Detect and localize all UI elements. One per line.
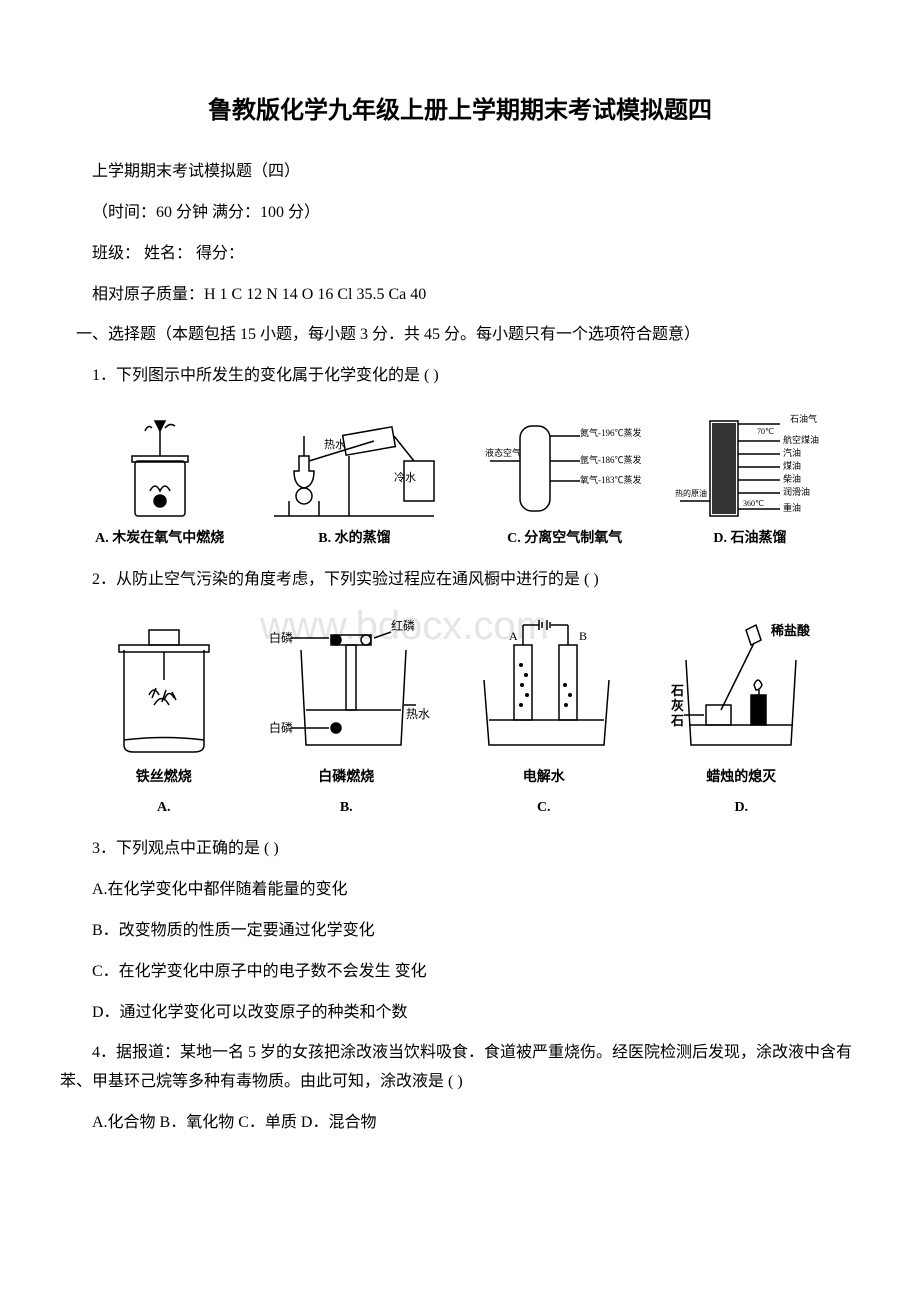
phosphorus-burn-icon: 白磷 红磷 白磷 热水 — [261, 610, 431, 760]
q2-fig-b-label: 白磷燃烧 — [318, 765, 374, 790]
q1-figures: A. 木炭在氧气中燃烧 热水 冷水 B. 水的蒸馏 — [60, 406, 860, 551]
q3-opt-c: C．在化学变化中原子中的电子数不会发生 变化 — [60, 958, 860, 987]
question-4: 4．据报道：某地一名 5 岁的女孩把涂改液当饮料吸食．食道被严重烧伤。经医院检测… — [60, 1039, 860, 1097]
svg-text:热水: 热水 — [406, 707, 430, 721]
svg-text:冷水: 冷水 — [394, 471, 416, 484]
subtitle: 上学期期末考试模拟题（四） — [60, 158, 860, 187]
svg-text:B: B — [579, 629, 587, 643]
q2-fig-d-label: 蜡烛的熄灭 — [706, 765, 776, 790]
q1-fig-c: 氮气-196℃蒸发 氩气-186℃蒸发 氧气-183℃蒸发 液态空气 C. 分离… — [485, 406, 645, 551]
electrolysis-icon: A B — [459, 610, 629, 760]
q4-opts: A.化合物 B．氧化物 C．单质 D．混合物 — [60, 1109, 860, 1138]
svg-text:汽油: 汽油 — [783, 447, 801, 458]
svg-text:热水: 热水 — [324, 438, 346, 451]
distillation-icon: 热水 冷水 — [254, 406, 454, 521]
q1-fig-a-label: A. 木炭在氧气中燃烧 — [95, 526, 224, 551]
svg-text:氩气-186℃蒸发: 氩气-186℃蒸发 — [580, 454, 642, 465]
question-2: 2．从防止空气污染的角度考虑，下列实验过程应在通风橱中进行的是 ( ) — [60, 566, 860, 595]
svg-text:煤油: 煤油 — [783, 460, 801, 471]
q3-opt-a: A.在化学变化中都伴随着能量的变化 — [60, 876, 860, 905]
svg-text:石油气: 石油气 — [790, 413, 817, 424]
q2-fig-a-sub: A. — [157, 795, 171, 820]
svg-text:热的原油: 热的原油 — [675, 488, 707, 498]
q2-fig-a-label: 铁丝燃烧 — [136, 765, 192, 790]
svg-text:稀盐酸: 稀盐酸 — [771, 623, 811, 638]
q2-fig-d: 稀盐酸 石 灰 石 蜡烛的熄灭 D. — [656, 610, 826, 820]
q1-fig-c-label: C. 分离空气制氧气 — [507, 526, 622, 551]
svg-text:润滑油: 润滑油 — [783, 486, 810, 497]
svg-text:70℃: 70℃ — [757, 427, 774, 436]
q3-opt-b: B．改变物质的性质一定要通过化学变化 — [60, 917, 860, 946]
q2-fig-b: 白磷 红磷 白磷 热水 白磷燃烧 B. — [261, 610, 431, 820]
question-3: 3．下列观点中正确的是 ( ) — [60, 835, 860, 864]
q2-fig-c-sub: C. — [537, 795, 551, 820]
svg-text:360℃: 360℃ — [743, 499, 764, 508]
q2-figures: www.bdocx.com 铁丝燃烧 A. — [60, 610, 860, 820]
svg-text:重油: 重油 — [783, 502, 801, 513]
q1-fig-b-label: B. 水的蒸馏 — [318, 526, 390, 551]
svg-text:白磷: 白磷 — [269, 630, 293, 645]
q2-fig-c: A B 电解水 C. — [459, 610, 629, 820]
svg-text:灰: 灰 — [671, 698, 684, 713]
svg-text:航空煤油: 航空煤油 — [783, 434, 819, 445]
candle-extinguish-icon: 稀盐酸 石 灰 石 — [656, 610, 826, 760]
q2-fig-c-label: 电解水 — [523, 765, 565, 790]
svg-text:红磷: 红磷 — [391, 618, 415, 633]
svg-text:A: A — [509, 629, 518, 643]
svg-text:氧气-183℃蒸发: 氧气-183℃蒸发 — [580, 474, 642, 485]
q3-opt-d: D．通过化学变化可以改变原子的种类和个数 — [60, 999, 860, 1028]
iron-burn-icon — [94, 610, 234, 760]
q2-fig-a: 铁丝燃烧 A. — [94, 610, 234, 820]
svg-text:氮气-196℃蒸发: 氮气-196℃蒸发 — [580, 427, 642, 438]
q2-fig-d-sub: D. — [734, 795, 748, 820]
charcoal-burn-icon — [110, 406, 210, 521]
page-title: 鲁教版化学九年级上册上学期期末考试模拟题四 — [60, 90, 860, 133]
q1-fig-d: 石油气 70℃ 航空煤油 汽油 煤油 柴油 润滑油 重油 360℃ 热的原油 D… — [675, 406, 825, 551]
q1-fig-d-label: D. 石油蒸馏 — [713, 526, 786, 551]
svg-text:柴油: 柴油 — [783, 473, 801, 484]
svg-text:石: 石 — [670, 713, 684, 728]
atomic-masses: 相对原子质量：H 1 C 12 N 14 O 16 Cl 35.5 Ca 40 — [60, 281, 860, 310]
svg-text:液态空气: 液态空气 — [485, 447, 521, 458]
time-info: （时间：60 分钟 满分：100 分） — [60, 199, 860, 228]
oil-distillation-icon: 石油气 70℃ 航空煤油 汽油 煤油 柴油 润滑油 重油 360℃ 热的原油 — [675, 406, 825, 521]
q1-fig-b: 热水 冷水 B. 水的蒸馏 — [254, 406, 454, 551]
svg-text:白磷: 白磷 — [269, 720, 293, 735]
section-header: 一、选择题（本题包括 15 小题，每小题 3 分．共 45 分。每小题只有一个选… — [60, 321, 860, 350]
air-separation-icon: 氮气-196℃蒸发 氩气-186℃蒸发 氧气-183℃蒸发 液态空气 — [485, 406, 645, 521]
q2-fig-b-sub: B. — [340, 795, 353, 820]
q1-fig-a: A. 木炭在氧气中燃烧 — [95, 406, 224, 551]
form-labels: 班级： 姓名： 得分： — [60, 240, 860, 269]
svg-text:石: 石 — [670, 683, 684, 698]
question-1: 1．下列图示中所发生的变化属于化学变化的是 ( ) — [60, 362, 860, 391]
